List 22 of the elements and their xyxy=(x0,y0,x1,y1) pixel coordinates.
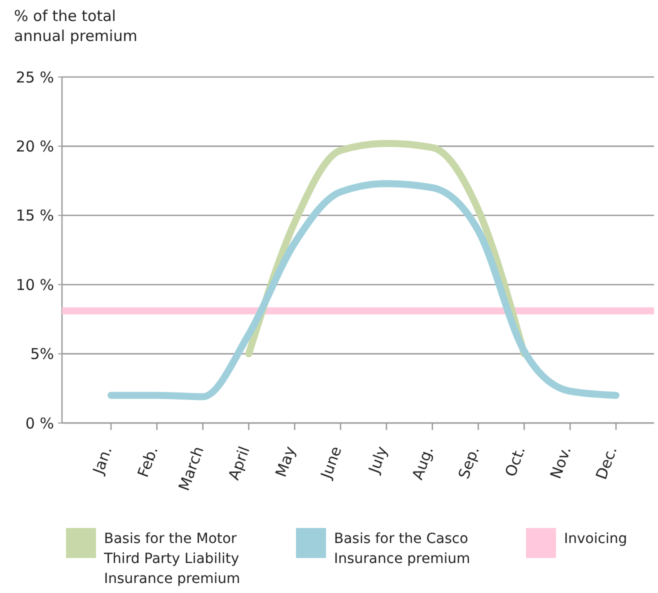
x-tick-label: May xyxy=(272,444,300,480)
y-tick-label: 25 % xyxy=(16,68,54,86)
x-tick-label: Feb. xyxy=(134,444,162,480)
x-tick-label: Aug. xyxy=(408,444,438,482)
legend-label: Basis for the Casco Insurance premium xyxy=(334,531,470,567)
y-tick-label: 0 % xyxy=(25,414,54,432)
x-tick-label: Oct. xyxy=(501,444,529,480)
y-tick-label: 5% xyxy=(30,345,54,364)
y-axis-title: % of the total annual premium xyxy=(14,7,138,45)
legend-label: Invoicing xyxy=(564,531,628,547)
x-tick-label: July xyxy=(364,444,392,476)
x-tick-label: March xyxy=(174,444,208,494)
y-tick-label: 20 % xyxy=(16,137,54,156)
x-tick-label: Sep. xyxy=(454,444,483,482)
x-tick-label: Dec. xyxy=(592,444,621,482)
x-tick-label: Nov. xyxy=(546,444,575,482)
y-tick-label: 15 % xyxy=(16,206,54,225)
x-tick-label: April xyxy=(224,444,254,482)
legend-label: Basis for the Motor Third Party Liability Insurance premium xyxy=(103,531,240,587)
x-tick-label: June xyxy=(316,444,346,482)
y-tick-label: 10 % xyxy=(16,276,54,294)
x-tick-label: Jan. xyxy=(88,444,116,478)
